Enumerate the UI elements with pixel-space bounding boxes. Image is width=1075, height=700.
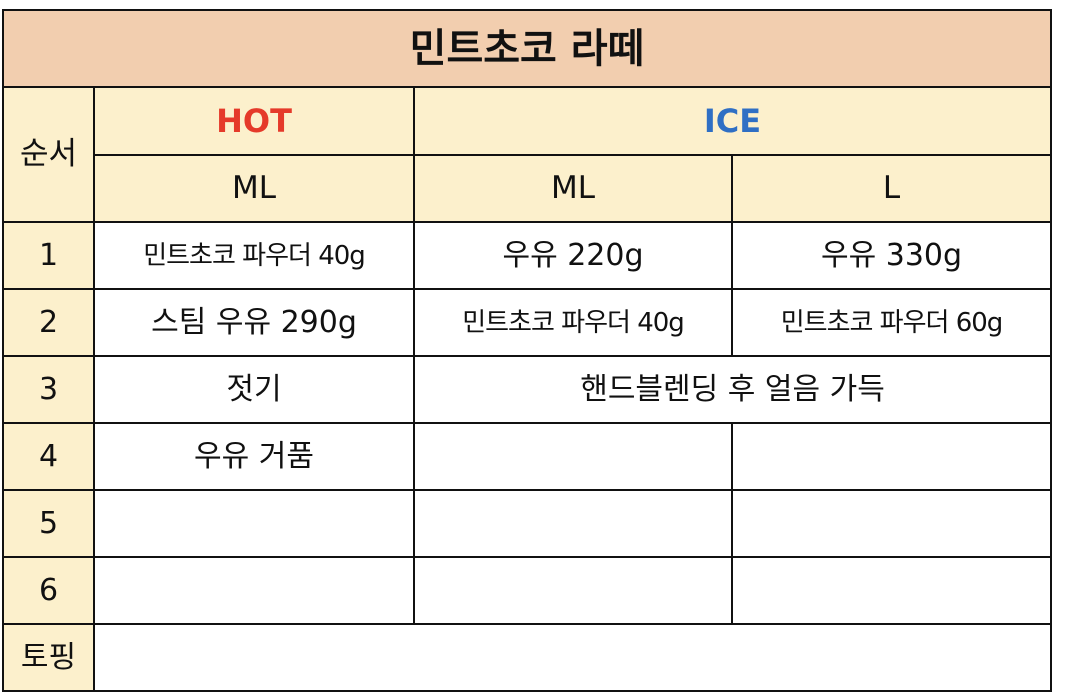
- table-row: 4 우유 거품: [2, 422, 1053, 491]
- step-number: 2: [2, 288, 95, 357]
- step-number: 6: [2, 556, 95, 625]
- topping-value: [92, 623, 1053, 692]
- step-number: 5: [2, 489, 95, 558]
- temperature-header-row: 순서 HOT ICE: [2, 86, 1053, 223]
- ice-size-ml: ML: [413, 154, 733, 223]
- ice-l-step-cell: [730, 489, 1053, 558]
- hot-step-cell: 민트초코 파우더 40g: [93, 221, 415, 290]
- ice-ml-step-cell: [413, 489, 733, 558]
- table-row: 3 젓기 핸드블렌딩 후 얼음 가득: [2, 355, 1053, 424]
- hot-header: HOT: [93, 86, 415, 156]
- step-number: 3: [2, 355, 95, 424]
- title-row: 민트초코 라떼: [1, 9, 1053, 88]
- ice-l-step-cell: 민트초코 파우더 60g: [730, 288, 1053, 357]
- hot-step-cell: [93, 556, 415, 625]
- table-row: 2 스팀 우유 290g 민트초코 파우더 40g 민트초코 파우더 60g: [2, 288, 1053, 357]
- ice-l-step-cell: [730, 556, 1053, 625]
- ice-l-step-cell: 우유 330g: [730, 221, 1053, 290]
- ice-l-step-cell: [730, 422, 1053, 491]
- table-row: 1 민트초코 파우더 40g 우유 220g 우유 330g: [2, 221, 1053, 290]
- table-row: 5: [2, 489, 1053, 558]
- ice-ml-step-cell: [413, 556, 733, 625]
- ice-ml-step-cell: [413, 422, 733, 491]
- topping-row: 토핑: [2, 623, 1053, 692]
- step-header: 순서: [2, 86, 95, 223]
- table-row: 6: [2, 556, 1053, 625]
- table-title: 민트초코 라떼: [1, 9, 1053, 88]
- ice-merged-step-cell: 핸드블렌딩 후 얼음 가득: [412, 355, 1053, 424]
- ice-ml-step-cell: 우유 220g: [413, 221, 733, 290]
- ice-ml-step-cell: 민트초코 파우더 40g: [413, 288, 733, 357]
- hot-step-cell: 우유 거품: [93, 422, 415, 491]
- ice-size-l: L: [730, 154, 1053, 223]
- size-header-row: ML ML L: [3, 154, 1053, 223]
- ice-header: ICE: [412, 86, 1053, 156]
- hot-size-ml: ML: [93, 154, 415, 223]
- topping-label: 토핑: [2, 623, 95, 692]
- hot-step-cell: [93, 489, 415, 558]
- hot-step-cell: 젓기: [93, 355, 415, 424]
- step-number: 1: [2, 221, 95, 290]
- hot-step-cell: 스팀 우유 290g: [93, 288, 415, 357]
- recipe-table: 민트초코 라떼 순서 HOT ICE ML ML L 1 민트초코 파우더 40…: [1, 9, 1053, 692]
- step-number: 4: [2, 422, 95, 491]
